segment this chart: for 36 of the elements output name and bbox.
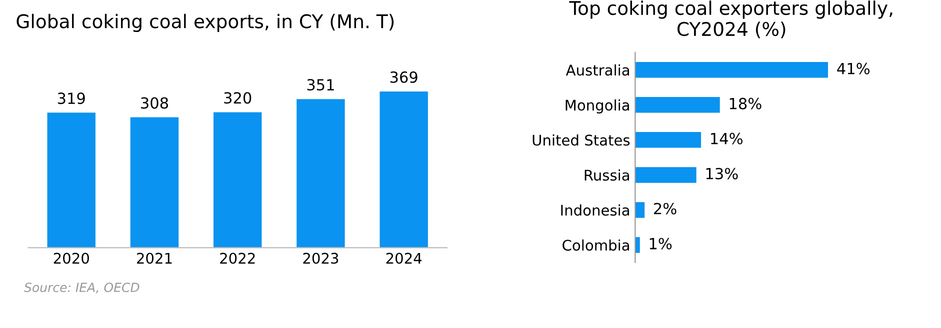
bar [635,62,828,78]
data-label: 308 [141,97,168,109]
data-label: 18% [730,98,762,110]
bar [47,112,96,248]
chart-title: Top coking coal exporters globally, CY2024 (%) [569,0,892,38]
bar [130,117,179,248]
data-label: 319 [58,92,85,104]
x-tick-label: 2022 [220,252,255,264]
data-label: 369 [390,71,418,83]
data-label: 320 [224,92,252,104]
x-tick-label: 2024 [386,252,422,264]
bar [214,112,262,248]
y-tick-label: Russia [584,169,629,181]
x-tick-label: 2021 [136,252,172,264]
data-label: 351 [307,78,334,91]
y-tick-label: United States [532,134,630,146]
bar [635,202,645,218]
x-tick-label: 2020 [54,252,89,264]
data-label: 14% [711,132,742,144]
source-note: Source: IEA, OECD [24,282,140,294]
y-tick-label: Mongolia [566,99,629,114]
data-label: 41% [837,62,870,74]
y-tick-label: Indonesia [561,204,629,216]
data-label: 1% [650,238,672,250]
bar [635,237,640,253]
chart-title: Global coking coal exports, in CY (Mn. T) [16,14,394,32]
x-tick-label: 2023 [303,252,338,264]
data-label: 13% [706,168,738,180]
y-tick-label: Colombia [562,239,629,251]
bar [635,167,696,183]
bar [296,99,345,248]
y-tick-label: Australia [566,64,629,76]
bar [635,97,720,113]
bar [635,132,702,148]
data-label: 2% [654,202,676,214]
bar [380,91,428,248]
